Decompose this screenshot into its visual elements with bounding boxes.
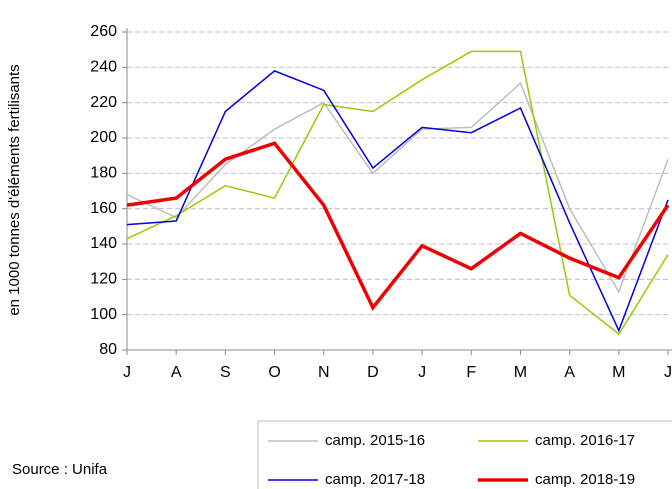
- x-tick-label: M: [514, 364, 527, 381]
- line-series: [126, 81, 669, 294]
- x-tick-label: F: [466, 364, 476, 381]
- y-tick-label: 160: [90, 200, 117, 217]
- y-tick-label: 240: [90, 59, 117, 76]
- x-tick-label: D: [367, 364, 379, 381]
- legend-label: camp. 2015-16: [325, 432, 425, 449]
- source: Source : Unifa: [12, 461, 108, 478]
- y-tick-label: 220: [90, 94, 117, 111]
- y-tick-label: 180: [90, 165, 117, 182]
- x-tick-label: O: [268, 364, 280, 381]
- line-series: [126, 50, 669, 336]
- legend-label: camp. 2017-18: [325, 471, 425, 488]
- legend-box: [257, 420, 672, 489]
- x-tick-label: A: [564, 364, 575, 381]
- y-tick-label: 140: [90, 235, 117, 252]
- x-tick-label: S: [220, 364, 231, 381]
- y-axis-label: en 1000 tonnes d'éléments fertilisants: [6, 64, 23, 315]
- y-tick-label: 260: [90, 23, 117, 40]
- legend-label: camp. 2016-17: [535, 432, 635, 449]
- line-series: [126, 141, 670, 311]
- x-tick-label: A: [171, 364, 182, 381]
- y-tick-label: 100: [90, 306, 117, 323]
- x-tick-label: J: [664, 364, 672, 381]
- y-tick-label: 120: [90, 271, 117, 288]
- y-tick-label: 200: [90, 129, 117, 146]
- x-tick-label: J: [418, 364, 426, 381]
- x-tick-label: J: [123, 364, 131, 381]
- y-tick-label: 80: [99, 341, 117, 358]
- x-tick-label: N: [318, 364, 330, 381]
- line-series: [126, 70, 669, 333]
- x-tick-label: M: [612, 364, 625, 381]
- legend-label: camp. 2018-19: [535, 471, 635, 488]
